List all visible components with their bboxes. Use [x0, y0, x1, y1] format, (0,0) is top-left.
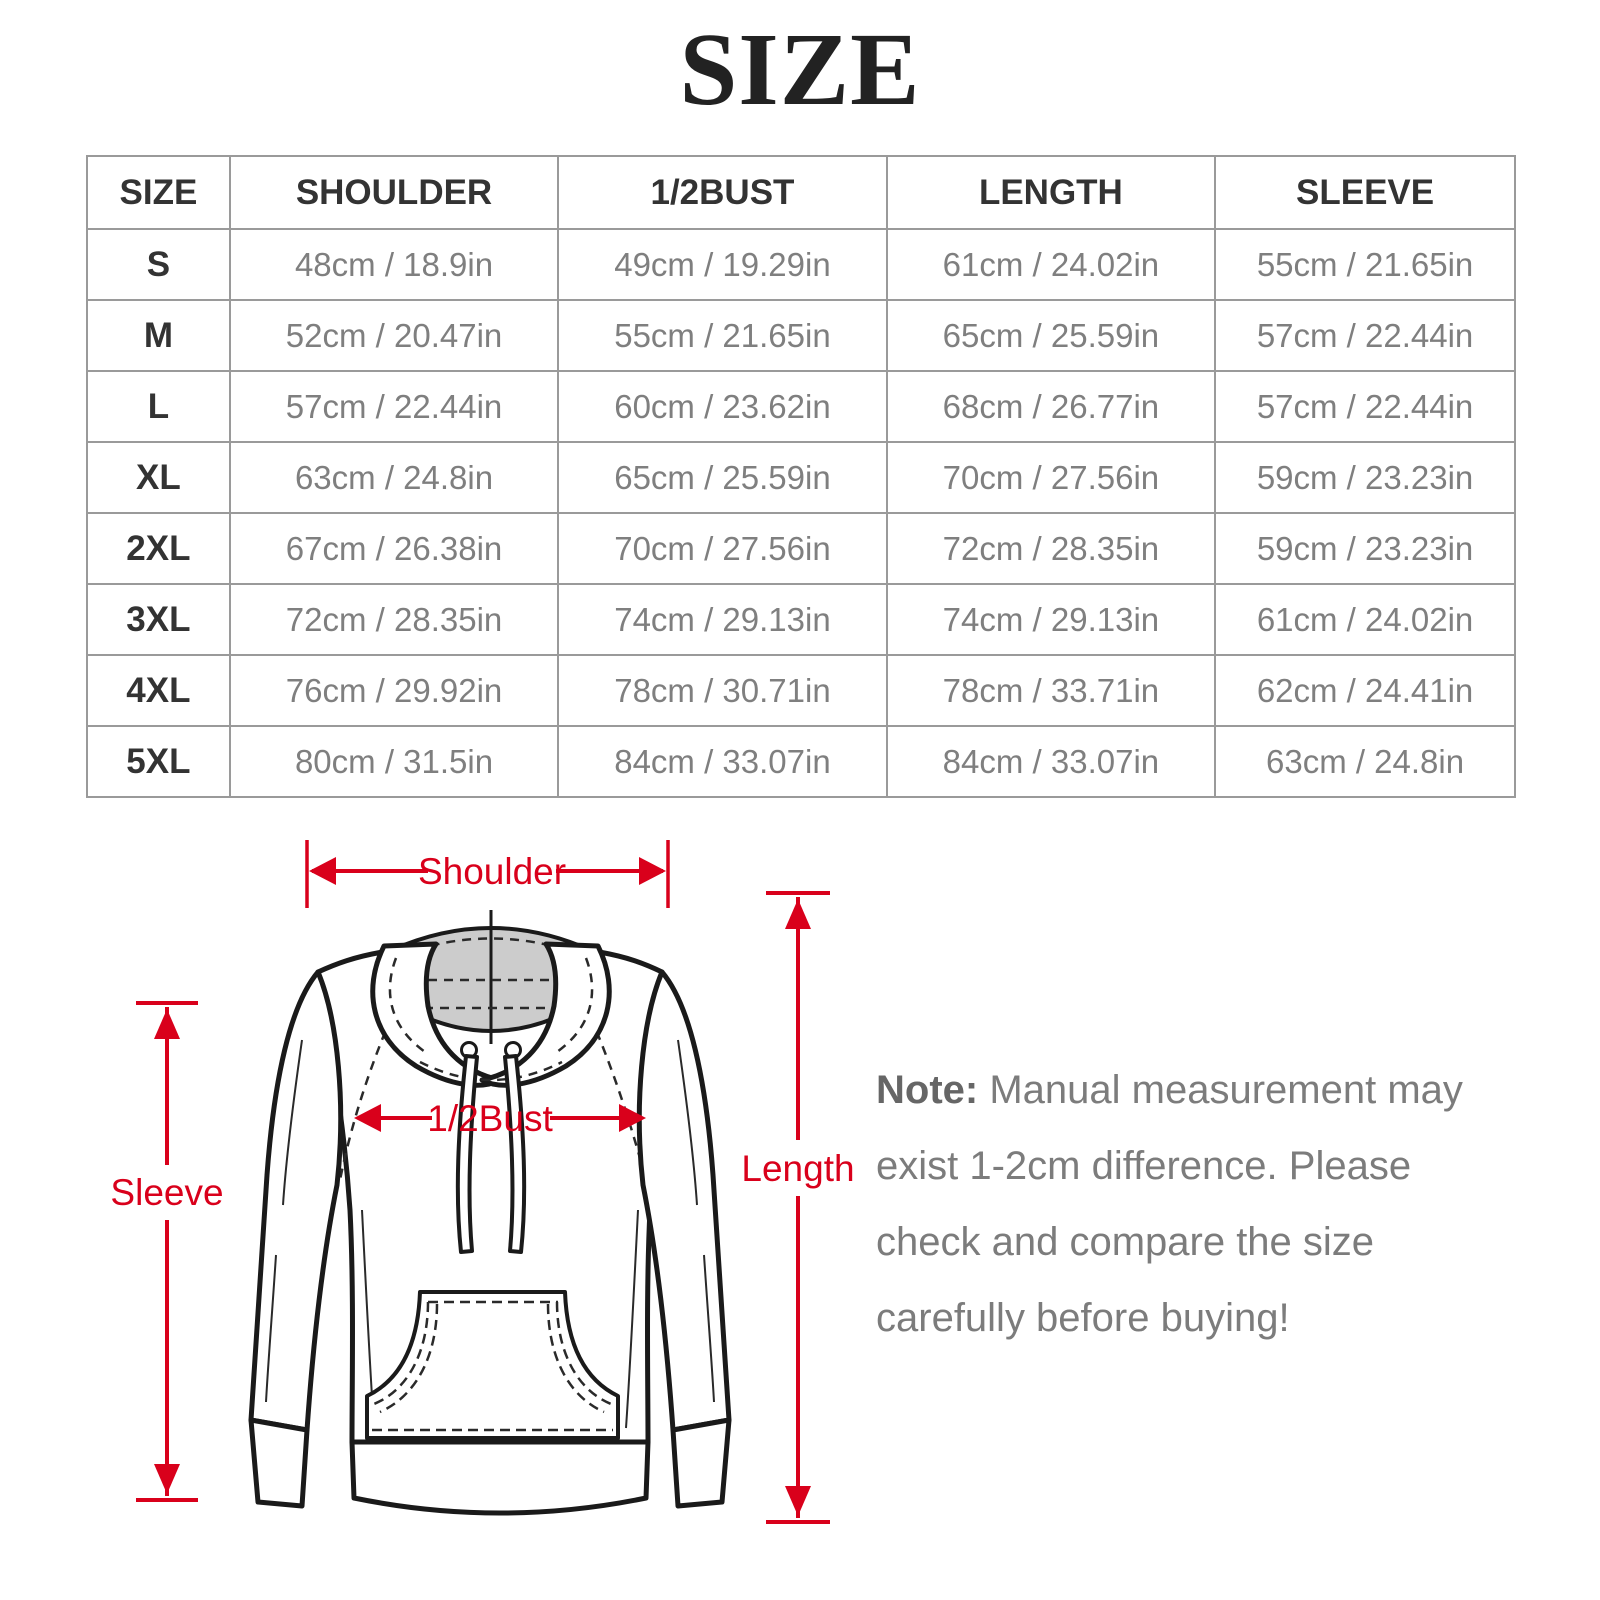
size-label: S — [86, 228, 231, 301]
bust-arrow-label: 1/2Bust — [427, 1098, 553, 1139]
bust-value: 60cm / 23.62in — [557, 370, 888, 443]
length-value: 70cm / 27.56in — [885, 441, 1217, 514]
note-text: Note: Manual measurement may exist 1-2cm… — [876, 1052, 1476, 1356]
shoulder-value: 63cm / 24.8in — [228, 441, 560, 514]
length-arrow-label: Length — [741, 1148, 854, 1189]
note-label: Note: — [876, 1068, 979, 1112]
size-label: M — [86, 299, 231, 372]
length-value: 61cm / 24.02in — [885, 228, 1217, 301]
sleeve-value: 59cm / 23.23in — [1214, 512, 1516, 585]
shoulder-value: 72cm / 28.35in — [228, 583, 560, 656]
sleeve-arrow-label: Sleeve — [110, 1172, 223, 1213]
size-label: XL — [86, 441, 231, 514]
table-header-row: SIZE SHOULDER 1/2BUST LENGTH SLEEVE — [86, 155, 1516, 230]
hoodie-measurement-diagram: Shoulder 1/2Bust Length Sleeve — [110, 840, 855, 1524]
table-row: L 57cm / 22.44in 60cm / 23.62in 68cm / 2… — [86, 370, 1516, 443]
size-label: 5XL — [86, 725, 231, 798]
table-row: 2XL 67cm / 26.38in 70cm / 27.56in 72cm /… — [86, 512, 1516, 585]
bust-value: 74cm / 29.13in — [557, 583, 888, 656]
shoulder-arrow-label: Shoulder — [418, 851, 566, 892]
length-value: 78cm / 33.71in — [885, 654, 1217, 727]
sleeve-value: 55cm / 21.65in — [1214, 228, 1516, 301]
page-title: SIZE — [679, 12, 921, 127]
col-header-sleeve: SLEEVE — [1214, 155, 1516, 230]
size-label: 4XL — [86, 654, 231, 727]
sleeve-value: 57cm / 22.44in — [1214, 299, 1516, 372]
size-label: 3XL — [86, 583, 231, 656]
table-row: 3XL 72cm / 28.35in 74cm / 29.13in 74cm /… — [86, 583, 1516, 656]
col-header-size: SIZE — [86, 155, 231, 230]
table-row: S 48cm / 18.9in 49cm / 19.29in 61cm / 24… — [86, 228, 1516, 301]
table-row: M 52cm / 20.47in 55cm / 21.65in 65cm / 2… — [86, 299, 1516, 372]
bust-value: 78cm / 30.71in — [557, 654, 888, 727]
sleeve-value: 57cm / 22.44in — [1214, 370, 1516, 443]
sleeve-value: 63cm / 24.8in — [1214, 725, 1516, 798]
length-value: 84cm / 33.07in — [885, 725, 1217, 798]
col-header-bust: 1/2BUST — [557, 155, 888, 230]
table-row: 4XL 76cm / 29.92in 78cm / 30.71in 78cm /… — [86, 654, 1516, 727]
shoulder-value: 76cm / 29.92in — [228, 654, 560, 727]
shoulder-value: 52cm / 20.47in — [228, 299, 560, 372]
bust-value: 55cm / 21.65in — [557, 299, 888, 372]
table-row: 5XL 80cm / 31.5in 84cm / 33.07in 84cm / … — [86, 725, 1516, 798]
length-value: 68cm / 26.77in — [885, 370, 1217, 443]
bust-arrow: 1/2Bust — [354, 1098, 646, 1139]
sleeve-value: 62cm / 24.41in — [1214, 654, 1516, 727]
hoodie-illustration — [248, 910, 732, 1516]
col-header-length: LENGTH — [885, 155, 1217, 230]
shoulder-value: 48cm / 18.9in — [228, 228, 560, 301]
sleeve-value: 59cm / 23.23in — [1214, 441, 1516, 514]
table-row: XL 63cm / 24.8in 65cm / 25.59in 70cm / 2… — [86, 441, 1516, 514]
sleeve-value: 61cm / 24.02in — [1214, 583, 1516, 656]
length-value: 65cm / 25.59in — [885, 299, 1217, 372]
shoulder-value: 67cm / 26.38in — [228, 512, 560, 585]
shoulder-value: 57cm / 22.44in — [228, 370, 560, 443]
size-label: L — [86, 370, 231, 443]
length-value: 74cm / 29.13in — [885, 583, 1217, 656]
size-table: SIZE SHOULDER 1/2BUST LENGTH SLEEVE S 48… — [86, 155, 1516, 798]
col-header-shoulder: SHOULDER — [228, 155, 560, 230]
shoulder-value: 80cm / 31.5in — [228, 725, 560, 798]
note-body: Manual measurement may exist 1-2cm diffe… — [876, 1068, 1463, 1340]
size-label: 2XL — [86, 512, 231, 585]
sleeve-arrow: Sleeve — [110, 1001, 224, 1502]
length-arrow: Length — [741, 891, 855, 1524]
bust-value: 84cm / 33.07in — [557, 725, 888, 798]
bust-value: 49cm / 19.29in — [557, 228, 888, 301]
shoulder-arrow: Shoulder — [305, 840, 670, 908]
length-value: 72cm / 28.35in — [885, 512, 1217, 585]
bust-value: 70cm / 27.56in — [557, 512, 888, 585]
bust-value: 65cm / 25.59in — [557, 441, 888, 514]
